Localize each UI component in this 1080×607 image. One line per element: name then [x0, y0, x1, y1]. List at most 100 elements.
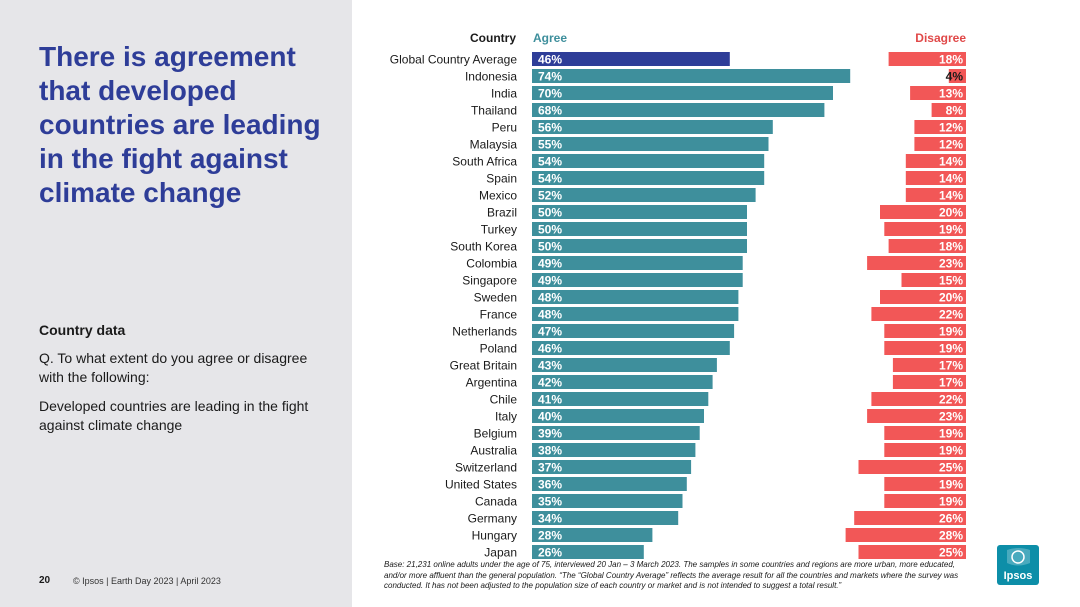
agree-value-label: 56% — [538, 121, 562, 135]
disagree-value-label: 19% — [939, 223, 963, 237]
disagree-value-label: 23% — [939, 257, 963, 271]
page-number: 20 — [39, 575, 51, 586]
disagree-bar — [854, 511, 966, 525]
agree-value-label: 41% — [538, 393, 562, 407]
disagree-bar — [858, 545, 966, 559]
category-label: Great Britain — [450, 359, 517, 373]
agree-bar — [532, 426, 700, 440]
category-label: Colombia — [466, 257, 517, 271]
survey-statement: Developed countries are leading in the f… — [39, 398, 309, 433]
disagree-bar — [884, 324, 966, 338]
agree-value-label: 46% — [538, 342, 562, 356]
agree-bar — [532, 392, 709, 406]
agree-bar — [532, 324, 735, 338]
disagree-value-label: 25% — [939, 546, 963, 560]
agree-bar — [532, 358, 717, 372]
agree-value-label: 36% — [538, 478, 562, 492]
disagree-series-header: Disagree — [915, 31, 966, 45]
disagree-bar — [892, 358, 966, 372]
disagree-bar — [888, 52, 966, 66]
agree-series-header: Agree — [533, 31, 567, 45]
disagree-bar — [884, 443, 966, 457]
disagree-value-label: 20% — [939, 206, 963, 220]
disagree-value-label: 13% — [939, 87, 963, 101]
disagree-value-label: 19% — [939, 444, 963, 458]
disagree-bar — [910, 86, 966, 100]
agree-bar — [532, 545, 644, 559]
disagree-value-label: 19% — [939, 342, 963, 356]
disagree-bar — [884, 477, 966, 491]
disagree-bar — [867, 409, 966, 423]
disagree-bar — [905, 188, 966, 202]
slide-title: There is agreement that developed countr… — [39, 41, 321, 208]
agree-bar — [532, 205, 747, 219]
disagree-value-label: 8% — [946, 104, 964, 118]
disagree-bar — [905, 154, 966, 168]
left-panel — [0, 0, 352, 607]
agree-bar — [532, 494, 683, 508]
disagree-bar — [888, 239, 966, 253]
disagree-value-label: 14% — [939, 172, 963, 186]
agree-bar — [532, 154, 765, 168]
disagree-bar — [905, 171, 966, 185]
category-label: South Africa — [452, 155, 517, 169]
agree-bar — [532, 528, 653, 542]
disagree-value-label: 19% — [939, 427, 963, 441]
category-label: Global Country Average — [390, 53, 518, 67]
agree-bar — [532, 256, 743, 270]
disagree-bar — [892, 375, 966, 389]
disagree-value-label: 22% — [939, 393, 963, 407]
disagree-bar — [931, 103, 966, 117]
footer-text: © Ipsos | Earth Day 2023 | April 2023 — [73, 576, 221, 586]
agree-bar — [532, 103, 825, 117]
disagree-value-label: 25% — [939, 461, 963, 475]
logo-background — [997, 545, 1039, 585]
disagree-value-label: 19% — [939, 495, 963, 509]
disagree-value-label: 19% — [939, 325, 963, 339]
disagree-value-label: 28% — [939, 529, 963, 543]
category-label: Sweden — [474, 291, 517, 305]
agree-bar — [532, 222, 747, 236]
agree-bar — [532, 239, 747, 253]
category-label: France — [480, 308, 518, 322]
disagree-bar — [858, 460, 966, 474]
disagree-value-label: 17% — [939, 376, 963, 390]
agree-bar — [532, 171, 765, 185]
category-label: Chile — [490, 393, 518, 407]
agree-bar — [532, 375, 713, 389]
disagree-bar — [914, 120, 966, 134]
agree-value-label: 26% — [538, 546, 562, 560]
category-label: Turkey — [481, 223, 517, 237]
category-label: Malaysia — [470, 138, 518, 152]
disagree-bar — [914, 137, 966, 151]
agree-bar — [532, 307, 739, 321]
category-label: Belgium — [474, 427, 517, 441]
disagree-bar — [845, 528, 966, 542]
agree-value-label: 28% — [538, 529, 562, 543]
category-label: Singapore — [462, 274, 517, 288]
agree-value-label: 50% — [538, 223, 562, 237]
agree-bar — [532, 188, 756, 202]
agree-value-label: 48% — [538, 308, 562, 322]
disagree-value-label: 20% — [939, 291, 963, 305]
agree-value-label: 70% — [538, 87, 562, 101]
category-label: Australia — [470, 444, 517, 458]
disagree-bar — [901, 273, 966, 287]
agree-bar — [532, 273, 743, 287]
agree-value-label: 40% — [538, 410, 562, 424]
disagree-value-label: 14% — [939, 189, 963, 203]
category-label: Argentina — [466, 376, 518, 390]
disagree-value-label: 12% — [939, 138, 963, 152]
disagree-value-label: 23% — [939, 410, 963, 424]
category-label: Peru — [492, 121, 517, 135]
agree-value-label: 55% — [538, 138, 562, 152]
agree-bar — [532, 69, 851, 83]
agree-value-label: 49% — [538, 274, 562, 288]
category-label: Switzerland — [455, 461, 517, 475]
disagree-bar — [871, 307, 966, 321]
agree-bar — [532, 443, 696, 457]
agree-value-label: 37% — [538, 461, 562, 475]
country-column-header: Country — [470, 31, 516, 45]
disagree-bar — [867, 256, 966, 270]
category-label: United States — [445, 478, 517, 492]
